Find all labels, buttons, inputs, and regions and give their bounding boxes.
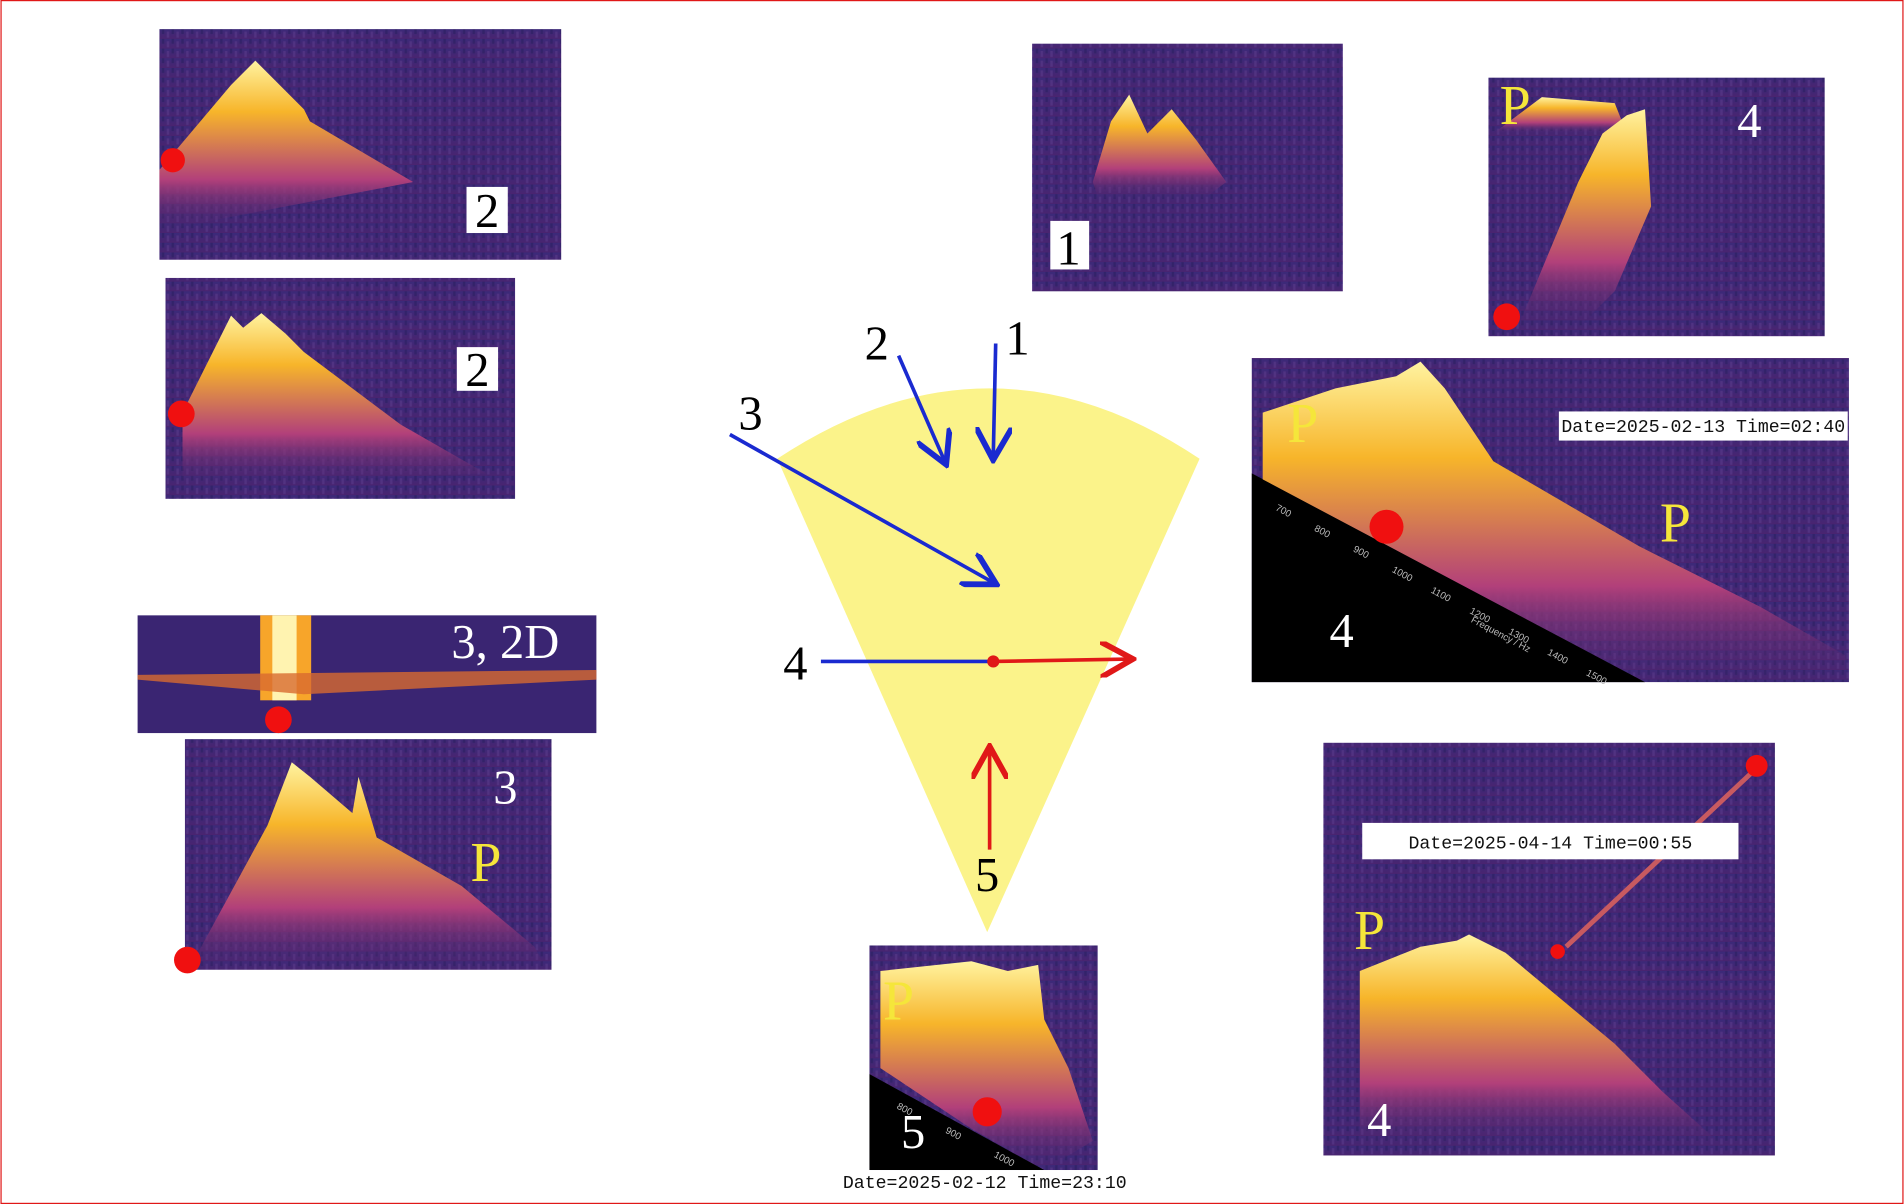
date-label: Date=2025-02-12 Time=23:10 — [843, 1174, 1127, 1194]
panel: 2 — [165, 277, 516, 499]
date-label: Date=2025-04-14 Time=00:55 — [1408, 834, 1692, 854]
arrow — [728, 432, 993, 583]
sector-label: 5 — [975, 849, 999, 902]
sector-label: 4 — [783, 638, 807, 691]
panel-label: 4 — [1367, 1094, 1391, 1147]
arrow — [993, 659, 1129, 661]
p-mark: P — [1354, 900, 1385, 962]
panel: P 5 Date=2025-02-12 Time=23:10 800900100… — [843, 945, 1127, 1194]
panel-label: 1 — [1056, 223, 1080, 276]
panel: P 4 — [1488, 75, 1825, 337]
panel: P P Date=2025-02-13 Time=02:40 4 Frequen… — [1251, 358, 1849, 688]
arrow — [896, 354, 945, 462]
panel-label: 3 — [493, 761, 517, 814]
panel: 3 P — [174, 739, 552, 974]
date-label: Date=2025-02-13 Time=02:40 — [1561, 418, 1845, 438]
p-mark: P — [883, 971, 914, 1033]
panel-label: 4 — [1737, 95, 1761, 148]
sector-label: 3 — [738, 388, 762, 441]
dot — [987, 655, 1000, 668]
panel-label: 4 — [1329, 605, 1353, 658]
panel: 2 — [159, 29, 562, 260]
sector-label: 1 — [1005, 312, 1029, 365]
panel-label: 2 — [475, 185, 499, 238]
p-mark: P — [470, 832, 501, 894]
panel-label: 3, 2D — [451, 616, 559, 669]
p-mark: P — [1660, 492, 1691, 554]
panel: 3, 2D — [137, 615, 597, 734]
panel: 1 — [1032, 43, 1343, 292]
sector-label: 2 — [865, 317, 889, 370]
p-mark: P — [1500, 75, 1531, 137]
panel-label: 5 — [901, 1106, 925, 1159]
p-mark: P — [1287, 393, 1318, 455]
arrow — [993, 343, 995, 456]
panel-label: 2 — [465, 344, 489, 397]
panel: Date=2025-04-14 Time=00:55 P 4 — [1323, 742, 1775, 1156]
